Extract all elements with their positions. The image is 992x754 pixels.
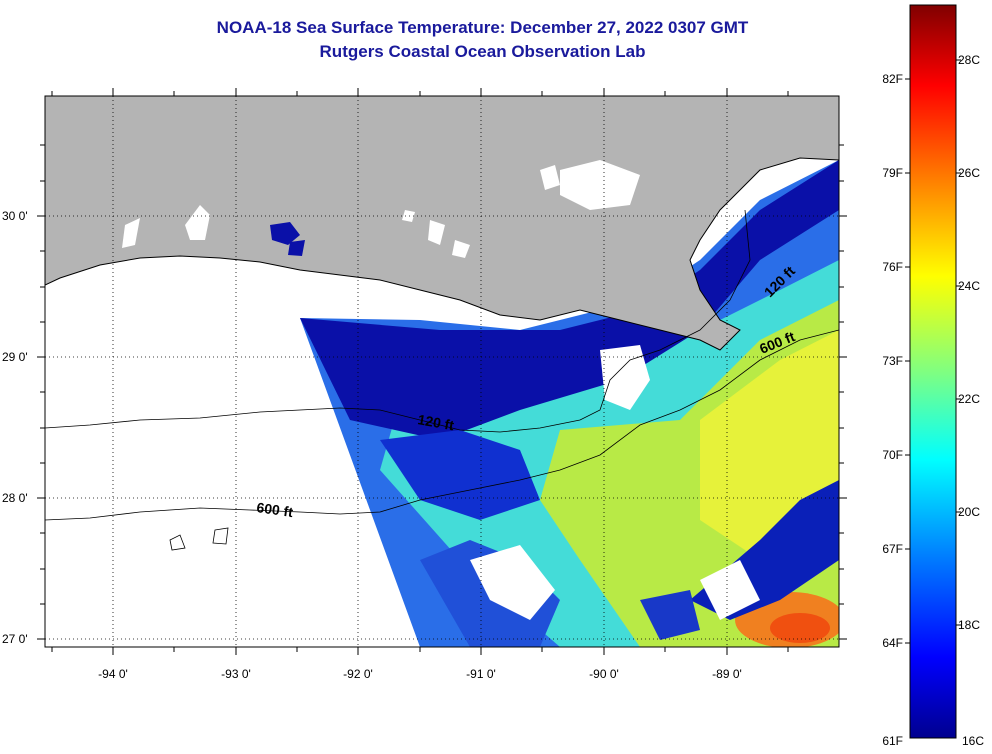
- sst-swath: [300, 160, 839, 647]
- colorbar-c-18: 18C: [958, 618, 980, 632]
- colorbar-f-61: 61F: [882, 734, 903, 748]
- colorbar-f-70: 70F: [882, 448, 903, 462]
- map-title: NOAA-18 Sea Surface Temperature: Decembe…: [216, 18, 749, 37]
- colorbar-c-28: 28C: [958, 53, 980, 67]
- colorbar-f-79: 79F: [882, 166, 903, 180]
- axis-ticks: [37, 88, 847, 655]
- lon-label-93: -93 0': [221, 667, 251, 681]
- map-plot-area: 600 ft 120 ft 600 ft 120 ft: [45, 96, 839, 647]
- colorbar-c-20: 20C: [958, 505, 980, 519]
- lat-label-29: 29 0': [2, 350, 28, 364]
- colorbar-f-73: 73F: [882, 354, 903, 368]
- lon-label-94: -94 0': [98, 667, 128, 681]
- coastline: [45, 157, 839, 351]
- lake: [560, 160, 640, 210]
- colorbar: [909, 4, 957, 739]
- colorbar-c-26: 26C: [958, 166, 980, 180]
- colorbar-f-64: 64F: [882, 636, 903, 650]
- colorbar-f-67: 67F: [882, 542, 903, 556]
- lat-label-27: 27 0': [2, 632, 28, 646]
- lon-label-90: -90 0': [589, 667, 619, 681]
- colorbar-c-24: 24C: [958, 279, 980, 293]
- colorbar-f-76: 76F: [882, 260, 903, 274]
- contour-600ft-west: [45, 329, 839, 521]
- lat-label-28: 28 0': [2, 491, 28, 505]
- contour-label-120ft-mid: 120 ft: [416, 411, 455, 433]
- lon-label-92: -92 0': [343, 667, 373, 681]
- colorbar-c-22: 22C: [958, 392, 980, 406]
- colorbar-f-82: 82F: [882, 72, 903, 86]
- colorbar-ticks: [905, 59, 961, 644]
- contour-120ft: [45, 209, 751, 433]
- land-mass: [45, 96, 839, 350]
- graticule: [45, 96, 839, 647]
- lat-label-30: 30 0': [2, 209, 28, 223]
- map-subtitle: Rutgers Coastal Ocean Observation Lab: [319, 42, 646, 61]
- colorbar-c-16: 16C: [962, 734, 984, 748]
- contour-label-600ft-west: 600 ft: [256, 499, 295, 520]
- lon-label-91: -91 0': [466, 667, 496, 681]
- map-frame: [44, 95, 840, 648]
- lon-label-89: -89 0': [712, 667, 742, 681]
